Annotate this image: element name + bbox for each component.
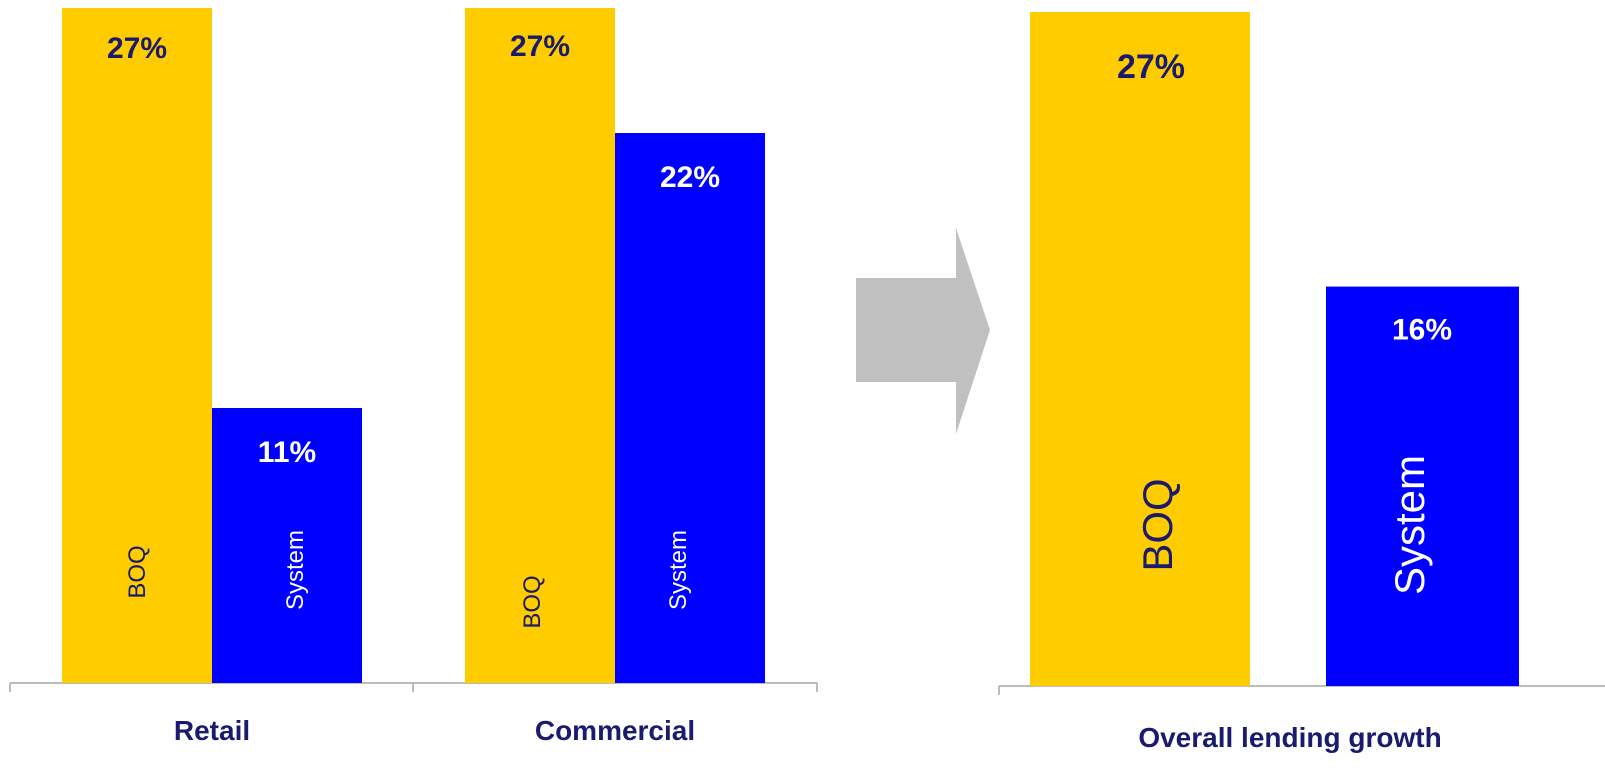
value-label-overall-boq: 27% bbox=[1117, 48, 1185, 86]
value-label-commercial-system: 22% bbox=[660, 161, 720, 194]
right-arrow-icon bbox=[856, 228, 990, 434]
series-label-commercial-boq: BOQ bbox=[519, 575, 546, 628]
value-label-retail-system: 11% bbox=[258, 436, 316, 469]
value-label-commercial-boq: 27% bbox=[510, 30, 570, 63]
bar-overall-boq bbox=[1030, 12, 1250, 686]
category-label-commercial: Commercial bbox=[535, 715, 695, 746]
series-label-retail-boq: BOQ bbox=[124, 545, 151, 598]
segment-growth-chart: 27% 11% 27% 22% BOQ System BOQ System Re… bbox=[9, 8, 818, 746]
bar-overall-system bbox=[1326, 286, 1519, 686]
category-label-retail: Retail bbox=[174, 715, 250, 746]
series-label-retail-system: System bbox=[282, 530, 309, 610]
series-label-overall-system: System bbox=[1386, 455, 1433, 595]
overall-growth-chart: 27% 16% BOQ System Overall lending growt… bbox=[998, 12, 1605, 753]
bar-retail-boq bbox=[62, 8, 212, 683]
bar-retail-system bbox=[212, 408, 362, 683]
category-label-overall: Overall lending growth bbox=[1138, 722, 1441, 753]
value-label-overall-system: 16% bbox=[1392, 314, 1452, 347]
bar-commercial-system bbox=[615, 133, 765, 683]
series-label-commercial-system: System bbox=[665, 530, 692, 610]
bar-commercial-boq bbox=[465, 8, 615, 683]
series-label-overall-boq: BOQ bbox=[1134, 478, 1181, 571]
value-label-retail-boq: 27% bbox=[107, 32, 167, 65]
